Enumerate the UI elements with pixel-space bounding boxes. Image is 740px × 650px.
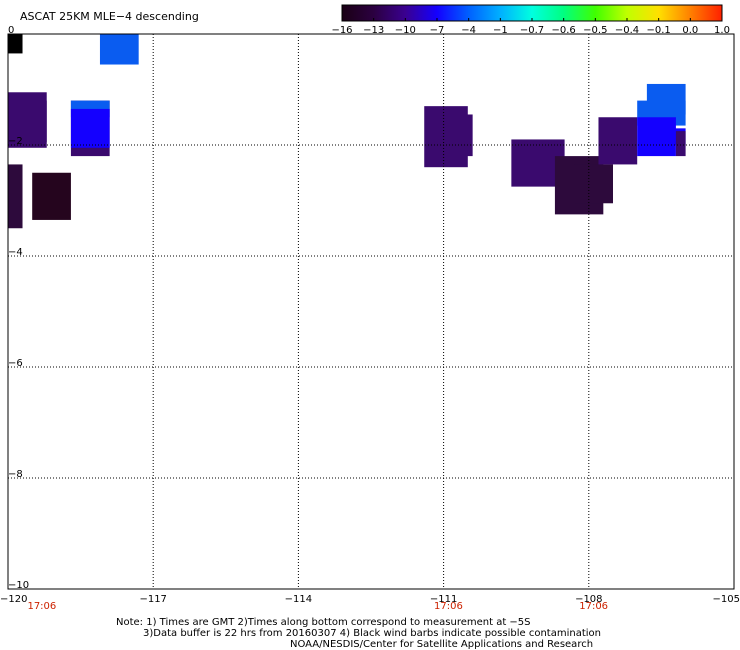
colorbar-label: −0.7 xyxy=(520,25,544,36)
colorbar-label: −0.1 xyxy=(647,25,671,36)
time-label: 17:06 xyxy=(27,601,56,612)
data-cell xyxy=(462,114,473,157)
y-tick-label: −6 xyxy=(8,358,23,369)
y-tick-label: −4 xyxy=(8,247,23,258)
y-tick-label: 0 xyxy=(8,25,14,36)
data-cell xyxy=(574,164,613,204)
x-axis-labels: −120 −117 −114 −111 −108 −105 xyxy=(0,594,740,605)
data-cell xyxy=(675,131,686,157)
data-cell xyxy=(70,108,110,148)
x-tick-label: −120 xyxy=(0,594,27,605)
colorbar-label: −0.6 xyxy=(552,25,576,36)
data-cell xyxy=(99,34,139,65)
colorbar-label: 1.0 xyxy=(714,25,730,36)
data-cells xyxy=(8,34,686,229)
colorbar-labels: −16 −13 −10 −7 −4 −1 −0.7 −0.6 −0.5 −0.4 −0.1 0.0 1.… xyxy=(331,18,730,36)
note-line-3: NOAA/NESDIS/Center for Satellite Applica… xyxy=(290,639,593,650)
y-tick-label: −10 xyxy=(8,580,29,591)
x-tick-label: −111 xyxy=(430,594,457,605)
data-cell xyxy=(41,100,47,143)
data-cell xyxy=(598,117,638,165)
y-tick-label: −8 xyxy=(8,469,23,480)
colorbar-label: −7 xyxy=(430,25,445,36)
colorbar-label: −0.4 xyxy=(615,25,639,36)
x-tick-label: −117 xyxy=(139,594,166,605)
time-label: 17:06 xyxy=(434,601,463,612)
data-cell xyxy=(8,164,23,229)
x-tick-label: −105 xyxy=(713,594,740,605)
data-cell xyxy=(32,172,71,220)
note-line-1: Note: 1) Times are GMT 2)Times along bot… xyxy=(116,617,531,628)
colorbar-label: −10 xyxy=(395,25,416,36)
map-frame xyxy=(7,33,735,590)
colorbar-label: 0.0 xyxy=(682,25,698,36)
figure-title: ASCAT 25KM MLE−4 descending xyxy=(20,10,199,23)
data-cell xyxy=(8,92,47,148)
grid-lines xyxy=(8,34,734,589)
x-tick-label: −114 xyxy=(285,594,312,605)
data-cell xyxy=(8,34,23,54)
colorbar-label: −0.5 xyxy=(583,25,607,36)
colorbar-label: −1 xyxy=(493,25,508,36)
x-tick-label: −108 xyxy=(575,594,602,605)
colorbar-label: −13 xyxy=(363,25,384,36)
colorbar-label: −4 xyxy=(461,25,476,36)
time-label: 17:06 xyxy=(579,601,608,612)
y-axis-labels: 0 −2 −4 −6 −8 −10 xyxy=(8,25,29,591)
colorbar-label: −16 xyxy=(331,25,352,36)
note-line-2: 3)Data buffer is 22 hrs from 20160307 4)… xyxy=(143,628,601,639)
data-cell xyxy=(424,106,468,168)
time-labels: 17:06 17:06 17:06 xyxy=(27,601,608,612)
y-tick-label: −2 xyxy=(8,136,23,147)
